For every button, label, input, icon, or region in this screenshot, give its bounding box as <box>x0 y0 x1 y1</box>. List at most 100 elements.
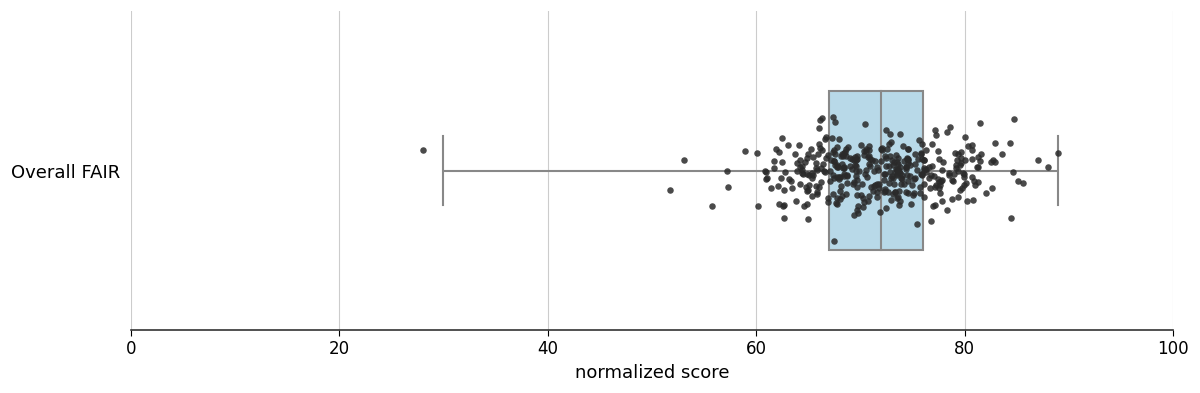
Point <box>954 182 973 188</box>
Point <box>804 154 823 160</box>
Point <box>1013 180 1032 186</box>
Point <box>863 188 882 195</box>
Point <box>748 203 767 209</box>
Point <box>780 176 799 182</box>
X-axis label: normalized score: normalized score <box>575 364 730 382</box>
Point <box>846 173 865 179</box>
Point <box>929 176 948 182</box>
Point <box>859 193 878 199</box>
Point <box>910 137 929 143</box>
Point <box>834 171 853 177</box>
Point <box>905 190 924 196</box>
Point <box>907 221 926 228</box>
Point <box>893 172 912 178</box>
Point <box>774 202 793 208</box>
Point <box>811 179 830 185</box>
Point <box>887 159 906 165</box>
Point <box>983 157 1002 163</box>
Point <box>941 124 960 130</box>
Point <box>932 167 952 173</box>
Point <box>804 172 823 178</box>
Point <box>916 169 935 175</box>
Point <box>917 147 936 154</box>
Point <box>847 156 866 163</box>
Point <box>821 167 840 174</box>
Point <box>889 188 908 194</box>
Point <box>949 168 968 174</box>
Point <box>970 119 989 126</box>
Point <box>791 164 810 170</box>
Point <box>847 153 866 160</box>
Point <box>952 160 971 166</box>
Point <box>917 166 936 172</box>
Point <box>1003 169 1022 175</box>
Point <box>992 151 1012 157</box>
Point <box>827 164 846 170</box>
Point <box>856 146 875 152</box>
Point <box>868 164 887 171</box>
Point <box>774 203 793 209</box>
Point <box>890 163 910 170</box>
Point <box>899 160 918 166</box>
Point <box>887 172 906 178</box>
Point <box>876 171 895 177</box>
Point <box>800 182 820 188</box>
Point <box>842 155 862 162</box>
Point <box>674 157 694 163</box>
Point <box>824 147 844 153</box>
Point <box>798 151 817 157</box>
Point <box>830 188 850 194</box>
Point <box>962 174 982 180</box>
Point <box>860 163 880 169</box>
Point <box>823 134 842 141</box>
Point <box>889 155 908 161</box>
Point <box>824 174 844 181</box>
Point <box>1001 215 1020 221</box>
Point <box>958 143 977 149</box>
Point <box>850 167 869 174</box>
Point <box>786 151 805 157</box>
Point <box>907 166 926 173</box>
Point <box>827 174 846 180</box>
Point <box>808 191 827 198</box>
Point <box>834 165 853 171</box>
Point <box>806 183 826 189</box>
Point <box>906 175 925 181</box>
Point <box>766 146 785 152</box>
Point <box>847 156 866 163</box>
Point <box>878 189 898 195</box>
Point <box>748 150 767 156</box>
Point <box>896 189 916 195</box>
Point <box>828 200 847 207</box>
Point <box>772 175 791 181</box>
Point <box>824 238 844 244</box>
Point <box>899 146 918 152</box>
Point <box>876 155 895 162</box>
Point <box>845 211 864 218</box>
Point <box>818 199 838 205</box>
Point <box>842 165 862 172</box>
Point <box>809 141 828 147</box>
Point <box>925 184 944 190</box>
Point <box>968 154 988 160</box>
Point <box>901 200 920 207</box>
Point <box>858 154 877 160</box>
Point <box>853 204 872 210</box>
Point <box>883 173 902 179</box>
Point <box>912 171 931 177</box>
Point <box>856 121 875 127</box>
Point <box>798 186 817 193</box>
Point <box>803 193 822 199</box>
Point <box>875 177 894 183</box>
Point <box>872 145 892 151</box>
Point <box>799 172 818 178</box>
Point <box>791 181 810 187</box>
Point <box>761 184 780 191</box>
Point <box>833 160 852 167</box>
Point <box>920 184 940 191</box>
Point <box>826 119 845 125</box>
Point <box>838 173 857 179</box>
Point <box>877 145 896 152</box>
Point <box>865 158 884 164</box>
Point <box>985 159 1004 165</box>
